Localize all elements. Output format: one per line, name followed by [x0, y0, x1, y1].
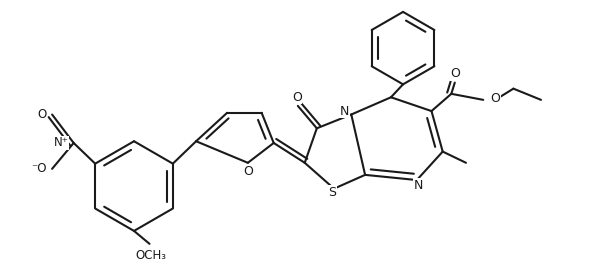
Text: O: O [243, 165, 253, 178]
Text: N⁺: N⁺ [53, 136, 68, 149]
Text: O: O [38, 108, 47, 121]
Text: N: N [340, 105, 349, 118]
Text: O: O [292, 91, 302, 104]
Text: O: O [490, 92, 500, 105]
Text: OCH₃: OCH₃ [135, 248, 166, 262]
Text: ⁻O: ⁻O [31, 162, 47, 175]
Text: N: N [414, 179, 423, 192]
Text: O: O [451, 67, 461, 81]
Text: S: S [328, 186, 337, 199]
